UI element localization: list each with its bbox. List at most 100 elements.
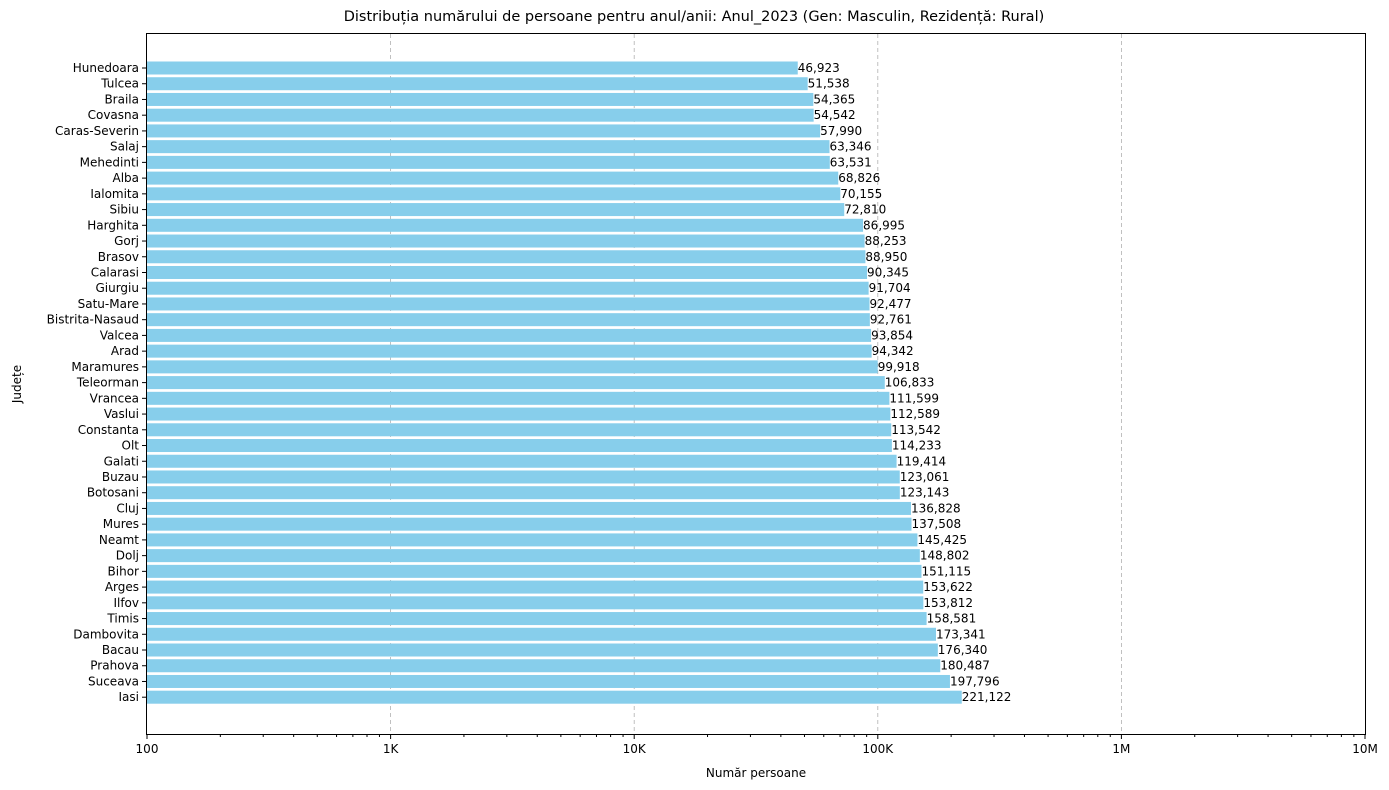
y-tick-label: Prahova [90,659,139,673]
y-tick-label: Braila [104,92,139,106]
y-tick-label: Mures [103,517,139,531]
y-tick-label: Olt [122,439,140,453]
y-tick-label: Calarasi [91,265,139,279]
data-label: 151,115 [921,564,971,578]
bar [147,92,814,106]
data-label: 112,589 [890,407,940,421]
data-label: 72,810 [844,203,886,217]
bar [147,501,911,515]
bar [147,360,878,374]
data-label: 46,923 [798,61,840,75]
bar [147,77,808,91]
y-tick-label: Cluj [116,501,139,515]
data-label: 68,826 [838,171,880,185]
data-label: 54,365 [813,92,855,106]
y-tick-label: Galati [104,454,139,468]
data-label: 94,342 [872,344,914,358]
bar [147,517,912,531]
bar [147,659,941,673]
y-tick-label: Constanta [78,423,139,437]
data-label: 54,542 [814,108,856,122]
data-label: 123,143 [900,486,950,500]
y-tick-label: Suceava [88,674,139,688]
y-tick-label: Mehedinti [80,155,139,169]
plot-frame [146,33,1366,735]
bar [147,218,864,232]
bar [147,108,814,122]
y-tick-label: Satu-Mare [78,297,139,311]
data-label: 63,531 [830,155,872,169]
data-label: 106,833 [885,376,935,390]
x-tick-label: 10M [1352,742,1378,756]
y-tick-label: Dolj [116,549,139,563]
bar [147,203,845,217]
bar [147,124,821,138]
bar [147,234,865,248]
bar [147,407,891,421]
bar [147,265,868,279]
bar [147,313,870,327]
data-label: 90,345 [867,265,909,279]
y-tick-label: Salaj [110,140,139,154]
bar [147,61,798,75]
bar [147,391,890,405]
bar [147,690,962,704]
x-tick-label: 10K [623,742,647,756]
data-label: 70,155 [840,187,882,201]
bar [147,454,897,468]
x-tick-label: 100 [136,742,159,756]
x-tick-labels: 100 1K 10K 100K 1M 10M [136,734,1378,756]
data-label: 176,340 [938,643,988,657]
bar [147,564,922,578]
data-label: 221,122 [962,690,1012,704]
bar [147,155,830,169]
data-label: 57,990 [820,124,862,138]
bar [147,486,900,500]
data-label: 93,854 [871,328,913,342]
data-label: 197,796 [950,674,1000,688]
x-tick-label: 1M [1112,742,1130,756]
data-label: 137,508 [911,517,961,531]
data-label: 114,233 [892,439,942,453]
data-label: 92,761 [870,313,912,327]
y-tick-label: Gorj [114,234,139,248]
y-tick-label: Bacau [102,643,139,657]
bar [147,344,872,358]
bar [147,627,936,641]
bar [147,533,918,547]
y-tick-label: Ilfov [113,596,139,610]
chart-title: Distribuția numărului de persoane pentru… [344,9,1045,25]
data-label: 91,704 [869,281,911,295]
bar [147,596,924,610]
data-label: 63,346 [829,140,871,154]
y-tick-label: Vrancea [90,391,139,405]
y-tick-label: Giurgiu [95,281,139,295]
data-label: 86,995 [863,218,905,232]
data-label: 51,538 [808,77,850,91]
data-label: 153,622 [923,580,973,594]
bar [147,281,869,295]
x-tick-label: 1K [383,742,400,756]
bar [147,580,924,594]
y-tick-label: Valcea [100,328,139,342]
data-label: 145,425 [917,533,967,547]
data-label: 158,581 [927,612,977,626]
data-label: 123,061 [900,470,950,484]
y-tick-label: Tulcea [100,77,139,91]
y-tick-label: Caras-Severin [55,124,139,138]
bar [147,549,920,563]
y-tick-label: Alba [112,171,139,185]
data-label: 92,477 [870,297,912,311]
x-tick-label: 100K [862,742,894,756]
y-tick-label: Buzau [102,470,139,484]
y-tick-label: Harghita [87,218,139,232]
x-axis-label: Număr persoane [706,766,806,780]
data-label: 111,599 [889,391,939,405]
y-tick-label: Botosani [87,486,139,500]
y-tick-label: Hunedoara [73,61,139,75]
bar [147,470,900,484]
y-tick-label: Brasov [98,250,139,264]
bar [147,171,839,185]
